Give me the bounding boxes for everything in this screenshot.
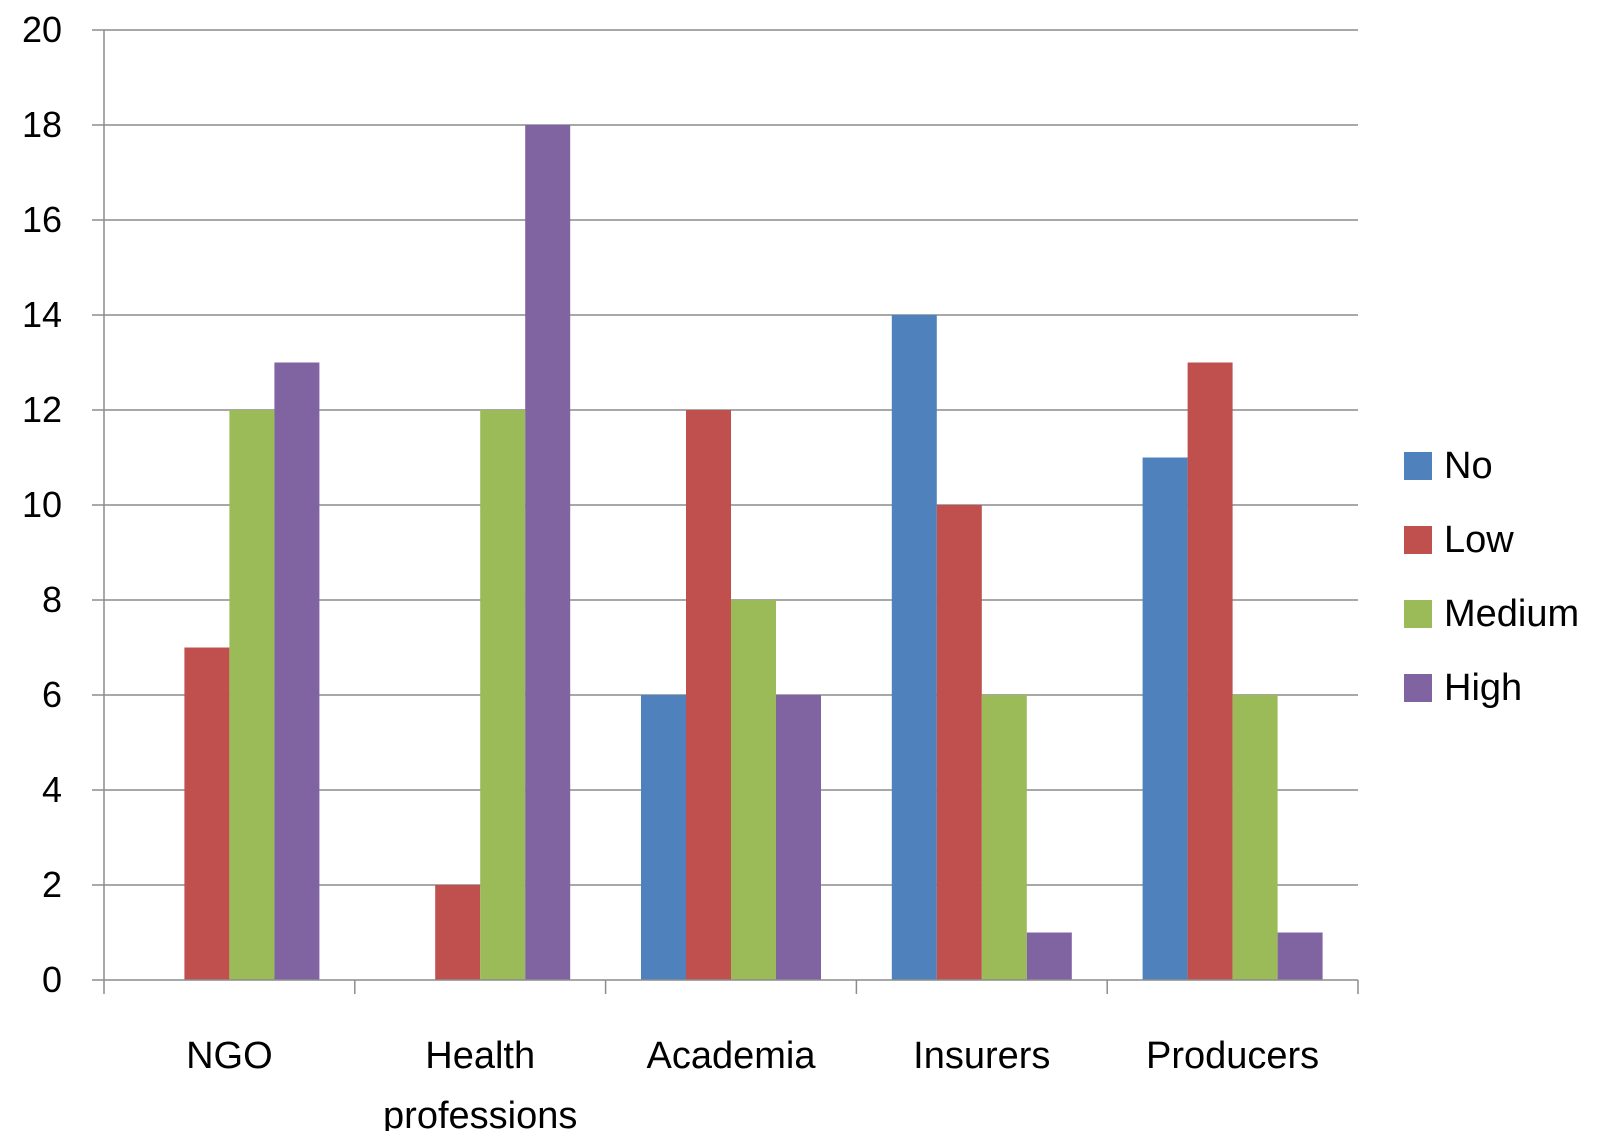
bar-low-1 [435, 885, 481, 980]
legend-swatch-medium [1404, 600, 1432, 628]
bar-high-3 [1026, 932, 1072, 980]
y-tick-label: 0 [42, 959, 62, 1000]
bar-high-1 [525, 125, 571, 980]
legend-label-high: High [1444, 667, 1522, 709]
y-tick-label: 6 [42, 674, 62, 715]
bar-medium-1 [480, 410, 526, 980]
x-category-label: Academia [647, 1035, 817, 1077]
x-category-labels: NGO Health professions Academia Insurers Prod… [186, 1035, 1319, 1131]
y-tick-label: 20 [22, 9, 62, 50]
x-category-label: Insurers [913, 1035, 1050, 1077]
bar-high-2 [776, 695, 821, 980]
bar-high-0 [274, 362, 320, 980]
bar-no-4 [1142, 457, 1188, 980]
bar-medium-0 [229, 410, 275, 980]
bar-high-4 [1277, 932, 1323, 980]
y-tick-label: 10 [22, 484, 62, 525]
bar-medium-4 [1232, 695, 1278, 980]
legend-label-no: No [1444, 445, 1493, 487]
bar-low-3 [936, 505, 982, 980]
legend-swatch-high [1404, 674, 1432, 702]
x-category-label: professions [383, 1095, 577, 1131]
y-tick-label: 2 [42, 864, 62, 905]
x-category-label: Health [425, 1035, 535, 1077]
y-tick-label: 8 [42, 579, 62, 620]
y-tick-labels: 0 2 4 6 8 10 12 14 16 18 20 [22, 9, 62, 1000]
y-tick-label: 18 [22, 104, 62, 145]
bars [184, 125, 1323, 980]
bar-low-0 [184, 647, 230, 980]
x-category-label: NGO [186, 1035, 273, 1077]
bar-medium-3 [981, 695, 1027, 980]
y-tick-label: 12 [22, 389, 62, 430]
legend: No Low Medium High [1404, 445, 1579, 709]
bar-low-2 [686, 410, 731, 980]
axes [92, 29, 1359, 994]
legend-label-low: Low [1444, 519, 1514, 561]
bar-no-3 [891, 315, 937, 980]
legend-swatch-no [1404, 452, 1432, 480]
legend-label-medium: Medium [1444, 593, 1579, 635]
bar-low-4 [1187, 362, 1233, 980]
x-category-label: Producers [1146, 1035, 1319, 1077]
bar-no-2 [641, 695, 686, 980]
bar-medium-2 [731, 600, 776, 980]
legend-swatch-low [1404, 526, 1432, 554]
y-tick-label: 14 [22, 294, 62, 335]
y-tick-label: 16 [22, 199, 62, 240]
y-tick-label: 4 [42, 769, 62, 810]
